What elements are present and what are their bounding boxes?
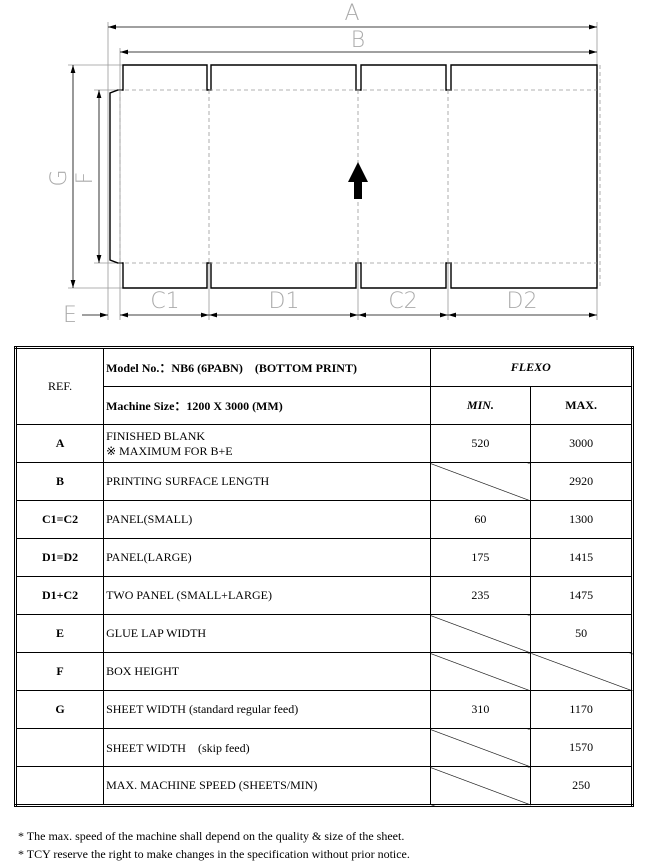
description-text: PANEL(LARGE) — [106, 550, 192, 564]
table-row: A FINISHED BLANK ※ MAXIMUM FOR B+E 520 3000 — [14, 424, 633, 463]
table-row: D1=D2 PANEL(LARGE) 175 1415 — [14, 538, 633, 577]
footnote: * The max. speed of the machine shall de… — [18, 829, 405, 843]
table-row: C1=C2 PANEL(SMALL) 60 1300 — [14, 500, 633, 539]
min-not-applicable — [429, 652, 532, 691]
row-ref: G — [14, 690, 105, 729]
flexo-header: FLEXO — [429, 347, 634, 387]
row-description: PANEL(LARGE) — [103, 538, 431, 577]
row-max: 1570 — [530, 728, 633, 767]
min-not-applicable — [429, 728, 532, 767]
row-description: PANEL(SMALL) — [103, 500, 431, 539]
row-description: BOX HEIGHT — [103, 652, 431, 691]
table-row: MAX. MACHINE SPEED (SHEETS/MIN) 250 — [14, 766, 633, 806]
min-not-applicable — [429, 766, 532, 806]
row-ref: E — [14, 614, 105, 653]
description-text: SHEET WIDTH (standard regular feed) — [106, 702, 299, 716]
description-text: BOX HEIGHT — [106, 664, 180, 678]
row-ref: C1=C2 — [14, 500, 105, 539]
feed-direction-arrow-icon — [348, 162, 368, 199]
row-min: 520 — [429, 424, 532, 463]
row-max: 1415 — [530, 538, 633, 577]
description-text: FINISHED BLANK — [106, 428, 206, 443]
description-text: PANEL(SMALL) — [106, 512, 193, 526]
ref-header: REF. — [14, 347, 105, 425]
row-max: 50 — [530, 614, 633, 653]
footnote: * TCY reserve the right to make changes … — [18, 847, 410, 861]
max-not-applicable — [530, 652, 633, 691]
table-row: G SHEET WIDTH (standard regular feed) 310 1… — [14, 690, 633, 729]
label-d2: D2 — [507, 289, 538, 314]
row-max: 250 — [530, 766, 633, 806]
label-a: A — [344, 1, 359, 26]
specification-table: REF. Model No.：NB6 (6PABN) (BOTTOM PRINT… — [14, 346, 634, 807]
max-header: MAX. — [530, 386, 633, 425]
row-description: MAX. MACHINE SPEED (SHEETS/MIN) — [103, 766, 431, 806]
row-ref — [14, 766, 105, 806]
row-description: PRINTING SURFACE LENGTH — [103, 462, 431, 501]
row-description: SHEET WIDTH (standard regular feed) — [103, 690, 431, 729]
label-e: E — [63, 303, 77, 328]
row-ref: D1+C2 — [14, 576, 105, 615]
label-b: B — [351, 28, 365, 53]
table-row: B PRINTING SURFACE LENGTH 2920 — [14, 462, 633, 501]
box-blank-diagram: A B G F E C1 D1 C2 D2 — [47, 1, 601, 328]
label-f: F — [73, 172, 98, 185]
row-ref: D1=D2 — [14, 538, 105, 577]
footnotes: * The max. speed of the machine shall de… — [18, 827, 410, 863]
row-min: 235 — [429, 576, 532, 615]
row-ref — [14, 728, 105, 767]
description-text: GLUE LAP WIDTH — [106, 626, 207, 640]
row-max: 1475 — [530, 576, 633, 615]
machine-size: Machine Size：1200 X 3000 (MM) — [103, 386, 431, 425]
label-d1: D1 — [269, 289, 300, 314]
row-ref: B — [14, 462, 105, 501]
row-description: GLUE LAP WIDTH — [103, 614, 431, 653]
row-description: SHEET WIDTH (skip feed) — [103, 728, 431, 767]
description-text: PRINTING SURFACE LENGTH — [106, 474, 270, 488]
row-max: 2920 — [530, 462, 633, 501]
min-not-applicable — [429, 614, 532, 653]
row-min: 175 — [429, 538, 532, 577]
description-note: ※ MAXIMUM FOR B+E — [106, 443, 233, 458]
table-row: F BOX HEIGHT — [14, 652, 633, 691]
table-row: SHEET WIDTH (skip feed) 1570 — [14, 728, 633, 767]
label-g: G — [47, 169, 72, 186]
row-max: 1170 — [530, 690, 633, 729]
model-number: Model No.：NB6 (6PABN) (BOTTOM PRINT) — [103, 347, 431, 387]
row-description: TWO PANEL (SMALL+LARGE) — [103, 576, 431, 615]
row-ref: F — [14, 652, 105, 691]
description-text: MAX. MACHINE SPEED (SHEETS/MIN) — [106, 778, 318, 792]
description-text: SHEET WIDTH (skip feed) — [106, 741, 250, 755]
row-description: FINISHED BLANK ※ MAXIMUM FOR B+E — [103, 424, 431, 463]
description-text: TWO PANEL (SMALL+LARGE) — [106, 588, 272, 602]
min-not-applicable — [429, 462, 532, 501]
row-min: 60 — [429, 500, 532, 539]
label-c1: C1 — [150, 289, 179, 314]
row-min: 310 — [429, 690, 532, 729]
label-c2: C2 — [388, 289, 417, 314]
min-header: MIN. — [429, 386, 532, 425]
row-max: 3000 — [530, 424, 633, 463]
table-row: E GLUE LAP WIDTH 50 — [14, 614, 633, 653]
table-row: D1+C2 TWO PANEL (SMALL+LARGE) 235 1475 — [14, 576, 633, 615]
row-ref: A — [14, 424, 105, 463]
row-max: 1300 — [530, 500, 633, 539]
